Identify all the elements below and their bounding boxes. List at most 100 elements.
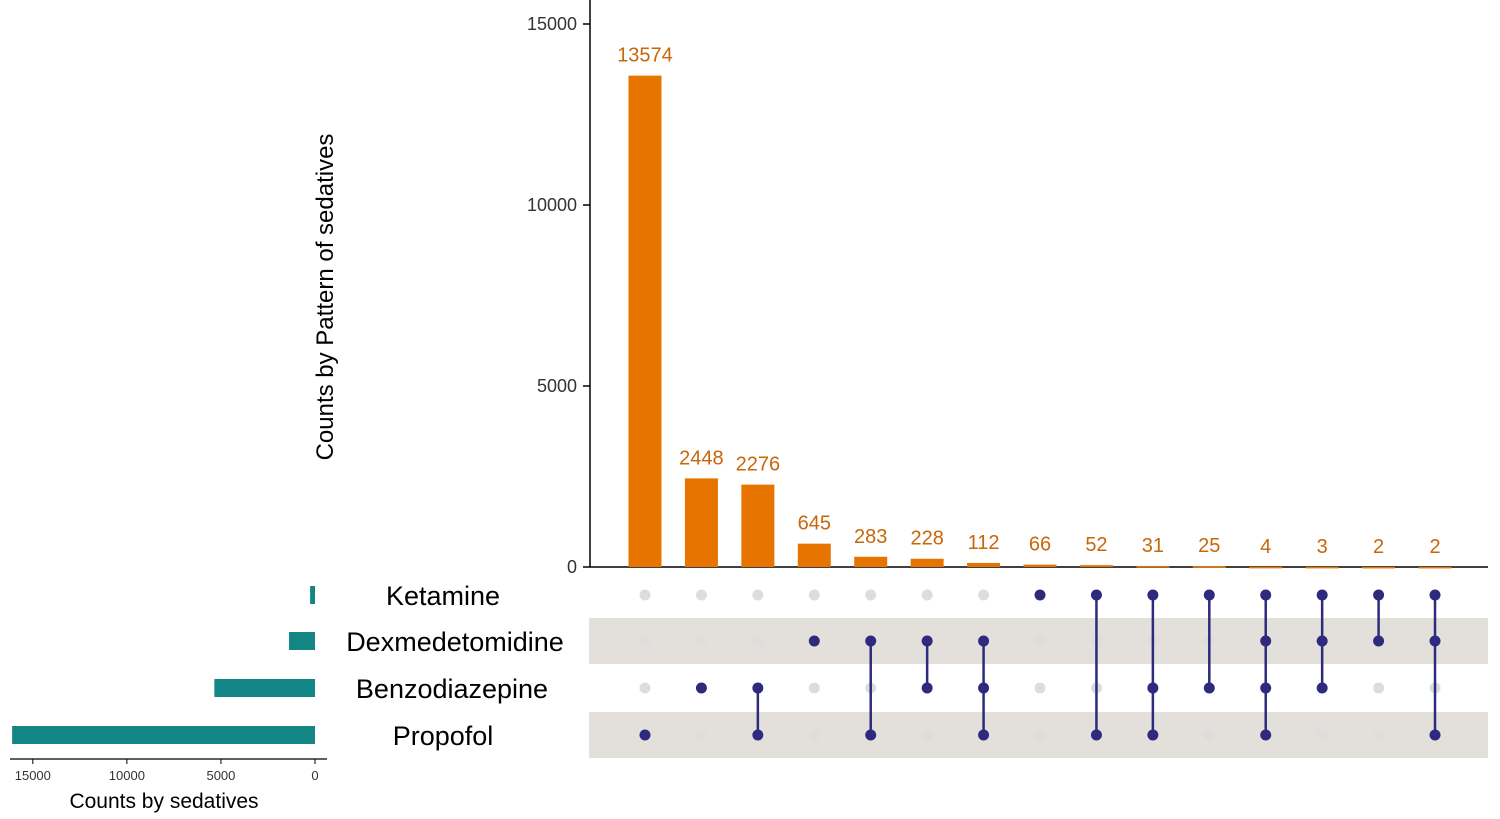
matrix-dot-active: [1260, 635, 1272, 647]
matrix-dot-active: [1090, 589, 1102, 601]
set-size-bar: [289, 632, 315, 650]
matrix-dot-inactive: [1034, 682, 1046, 694]
matrix-dot-inactive: [752, 635, 764, 647]
set-name-label: Benzodiazepine: [356, 674, 548, 704]
matrix-dot-active: [1373, 589, 1385, 601]
intersection-bar: [1362, 566, 1396, 569]
matrix-active-dots: [639, 589, 1441, 741]
set-name-label: Dexmedetomidine: [346, 627, 564, 657]
matrix-dot-active: [1147, 729, 1159, 741]
intersection-bar: [1136, 565, 1170, 568]
intersection-bar: [854, 556, 888, 567]
set-size-tick-label: 5000: [206, 768, 235, 783]
set-size-bars: [12, 586, 316, 744]
matrix-dot-inactive: [1316, 729, 1328, 741]
y-tick-label: 0: [567, 557, 577, 577]
set-size-tick-label: 15000: [15, 768, 51, 783]
matrix-dot-inactive: [921, 589, 933, 601]
matrix-dot-active: [1260, 682, 1272, 694]
intersection-bar-label: 13574: [617, 45, 673, 67]
set-size-chart: 15000 10000 5000 0 Counts by sedatives: [10, 586, 327, 813]
matrix-dot-active: [1034, 589, 1046, 601]
intersection-bar-label: 2: [1373, 536, 1384, 558]
intersection-bar-label: 31: [1142, 535, 1164, 557]
intersection-bar-label: 3: [1317, 536, 1328, 558]
set-size-ticks: 15000 10000 5000 0: [15, 759, 319, 783]
matrix-dot-active: [1316, 589, 1328, 601]
matrix-dot-inactive: [808, 729, 820, 741]
intersection-bar: [1418, 566, 1452, 569]
matrix-dot-active: [1316, 682, 1328, 694]
matrix-dot-inactive: [1203, 729, 1215, 741]
matrix-dot-active: [1203, 589, 1215, 601]
matrix-dot-active: [1373, 635, 1385, 647]
matrix-dot-active: [978, 635, 990, 647]
intersection-bar-label: 2: [1429, 536, 1440, 558]
intersection-bar: [741, 484, 775, 567]
intersection-bar: [628, 75, 662, 567]
matrix-dot-active: [695, 682, 707, 694]
intersection-bar-labels: 13574 2448 2276 645 283 228 112 66 52 31 25 4 3 2 2: [617, 45, 1440, 558]
matrix-dot-active: [978, 729, 990, 741]
intersection-bar: [1079, 565, 1113, 567]
intersection-bars: [628, 75, 1452, 569]
intersection-bar: [684, 478, 718, 567]
y-axis-title: Counts by Pattern of sedatives: [312, 134, 339, 461]
matrix-dot-active: [1429, 635, 1441, 647]
intersection-bar-label: 52: [1085, 534, 1107, 556]
matrix-dot-active: [921, 682, 933, 694]
matrix-dot-active: [865, 729, 877, 741]
matrix-dot-active: [921, 635, 933, 647]
matrix-dot-inactive: [639, 682, 651, 694]
intersection-bar-label: 283: [854, 526, 887, 548]
matrix-dot-inactive: [639, 635, 651, 647]
matrix-dot-inactive: [1373, 729, 1385, 741]
matrix-dot-inactive: [808, 682, 820, 694]
matrix-dot-active: [1147, 589, 1159, 601]
intersection-bar-label: 66: [1029, 534, 1051, 556]
intersection-matrix: [639, 589, 1441, 741]
matrix-dot-active: [1260, 729, 1272, 741]
intersection-bar-label: 228: [910, 528, 943, 550]
y-axis-ticks: 0 5000 10000 15000: [527, 14, 590, 577]
matrix-dot-active: [978, 682, 990, 694]
intersection-bar-label: 2448: [679, 447, 724, 469]
matrix-dot-inactive: [639, 589, 651, 601]
matrix-dot-inactive: [695, 635, 707, 647]
matrix-dot-inactive: [865, 589, 877, 601]
intersection-bar: [910, 558, 944, 567]
intersection-bar: [1192, 566, 1226, 568]
set-name-label: Propofol: [393, 721, 494, 751]
matrix-dot-inactive: [695, 729, 707, 741]
intersection-bar: [1305, 566, 1339, 569]
matrix-dot-inactive: [978, 589, 990, 601]
matrix-dot-active: [808, 635, 820, 647]
matrix-dot-active: [1203, 682, 1215, 694]
intersection-bar-label: 645: [798, 513, 831, 535]
set-name-label: Ketamine: [386, 581, 500, 611]
matrix-dot-inactive: [752, 589, 764, 601]
intersection-bar-label: 2276: [736, 454, 781, 476]
intersection-bar: [1023, 564, 1057, 567]
matrix-dot-active: [1090, 729, 1102, 741]
intersection-bar: [967, 562, 1001, 567]
intersection-bar-label: 25: [1198, 535, 1220, 557]
matrix-dot-active: [1316, 635, 1328, 647]
y-tick-label: 5000: [537, 376, 577, 396]
set-size-axis-title: Counts by sedatives: [69, 790, 258, 813]
matrix-dot-inactive: [921, 729, 933, 741]
matrix-dot-active: [752, 729, 764, 741]
intersection-bar-label: 4: [1260, 536, 1271, 558]
y-tick-label: 10000: [527, 195, 577, 215]
matrix-dot-active: [1429, 729, 1441, 741]
matrix-dot-active: [1147, 682, 1159, 694]
set-size-tick-label: 0: [311, 768, 318, 783]
intersection-bar: [797, 543, 831, 567]
matrix-dot-inactive: [808, 589, 820, 601]
intersection-bar-label: 112: [968, 532, 1000, 554]
intersection-bar: [1249, 566, 1283, 569]
matrix-dot-inactive: [695, 589, 707, 601]
set-size-bar: [12, 726, 316, 744]
matrix-dot-active: [639, 729, 651, 741]
